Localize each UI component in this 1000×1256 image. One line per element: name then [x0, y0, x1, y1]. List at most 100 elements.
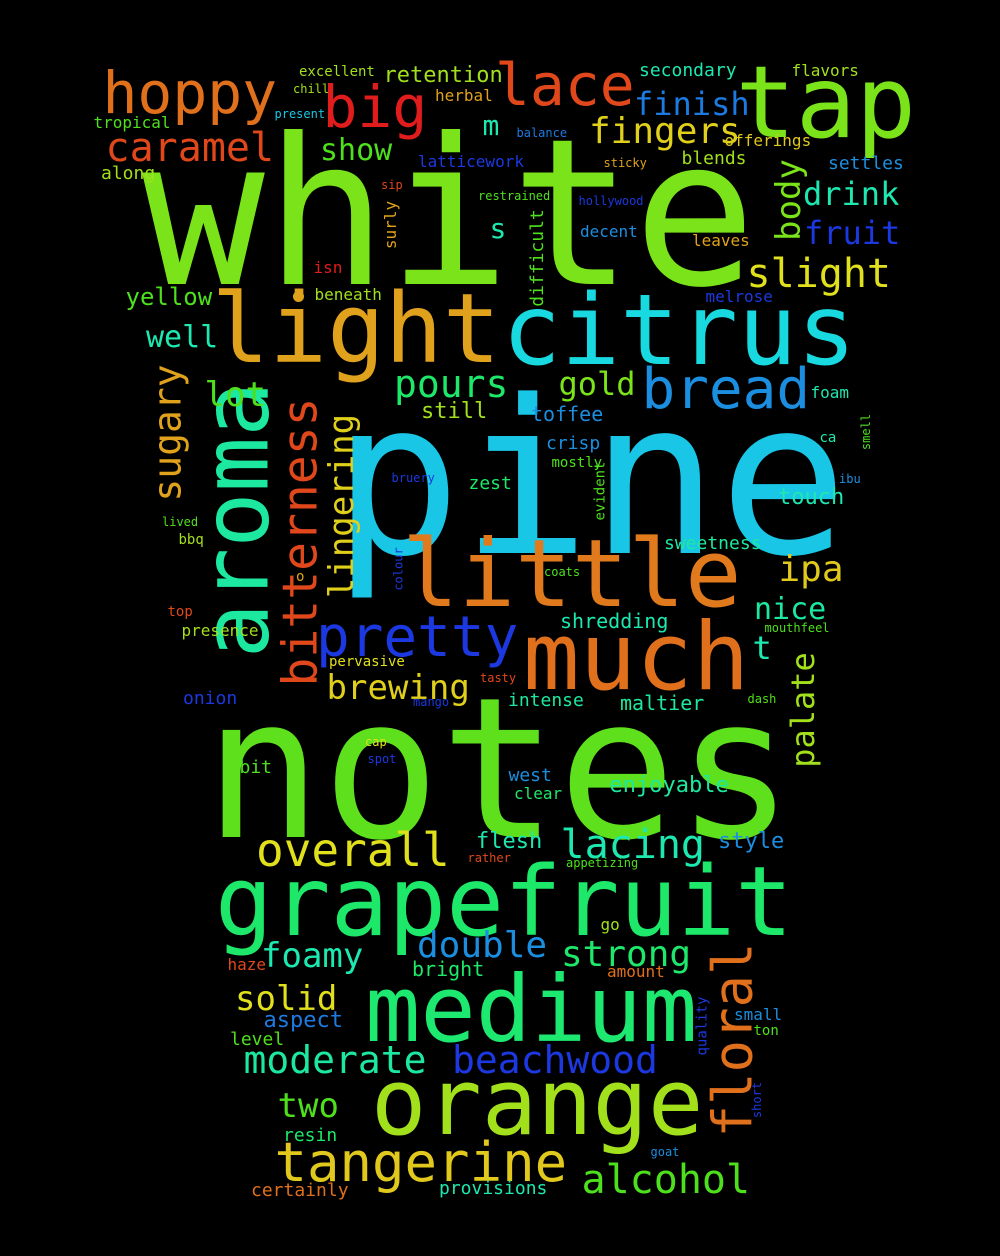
- word-colour: colour: [391, 547, 406, 591]
- word-ca: ca: [819, 430, 837, 446]
- word-clear: clear: [514, 784, 563, 803]
- word-medium: medium: [365, 956, 698, 1063]
- word-offerings: offerings: [724, 131, 812, 150]
- word-go: go: [600, 915, 620, 934]
- word-flesh: flesh: [476, 829, 543, 854]
- word-lived: lived: [162, 515, 199, 529]
- word-tap: tap: [735, 44, 917, 161]
- word-well: well: [146, 320, 219, 355]
- word-aspect: aspect: [263, 1008, 343, 1033]
- word-ton: ton: [753, 1023, 779, 1039]
- word-sip: sip: [381, 178, 403, 192]
- word-enjoyable: enjoyable: [609, 773, 729, 798]
- word-tangerine: tangerine: [274, 1131, 568, 1194]
- word-surly: surly: [381, 200, 401, 250]
- word-small: small: [734, 1005, 783, 1024]
- word-brewing: brewing: [326, 668, 470, 708]
- word-latticework: latticework: [418, 152, 524, 171]
- word-bruery: bruery: [391, 471, 435, 485]
- word-sticky: sticky: [603, 156, 647, 170]
- word-yellow: yellow: [125, 283, 213, 311]
- word-aroma: aroma: [181, 381, 289, 659]
- word-mouthfeel: mouthfeel: [764, 621, 830, 635]
- word-balance: balance: [516, 126, 568, 140]
- word-west: west: [508, 765, 552, 786]
- word-mostly: mostly: [551, 455, 603, 471]
- word-white: white: [142, 96, 757, 333]
- word-big: big: [322, 73, 428, 141]
- word-much: much: [523, 603, 750, 712]
- word-m: m: [482, 109, 500, 142]
- word-tasty: tasty: [480, 671, 517, 685]
- word-pours: pours: [394, 362, 509, 406]
- word-herbal: herbal: [435, 86, 493, 105]
- word-dash: dash: [747, 692, 777, 706]
- word-decent: decent: [580, 222, 638, 241]
- word-hoppy: hoppy: [102, 59, 278, 127]
- word-shredding: shredding: [560, 609, 669, 633]
- word-foamy: foamy: [261, 936, 364, 976]
- word-t: t: [752, 629, 772, 667]
- word-rather: rather: [467, 851, 511, 865]
- word-gold: gold: [558, 365, 636, 403]
- word-coats: coats: [544, 565, 581, 579]
- word-chill: chill: [293, 82, 330, 96]
- word-strong: strong: [561, 934, 692, 975]
- word-fruit: fruit: [804, 214, 901, 252]
- word-resin: resin: [283, 1125, 338, 1146]
- word-still: still: [421, 399, 488, 424]
- word-grapefruit: grapefruit: [215, 846, 793, 958]
- word-two: two: [277, 1086, 339, 1126]
- word-short: short: [750, 1081, 765, 1119]
- word-onion: onion: [183, 688, 238, 709]
- word-toffee: toffee: [531, 402, 604, 426]
- word-slight: slight: [746, 251, 892, 297]
- word-smell: smell: [859, 413, 874, 451]
- word-spot: spot: [367, 752, 397, 766]
- word-certainly: certainly: [251, 1180, 349, 1201]
- word-amount: amount: [607, 962, 665, 981]
- word-crisp: crisp: [546, 433, 601, 454]
- word-body: body: [768, 159, 809, 241]
- word-solid: solid: [235, 979, 338, 1019]
- word-lace: lace: [495, 51, 635, 119]
- word-cap: cap: [365, 735, 387, 749]
- word-evident: evident: [592, 461, 609, 521]
- word-settles: settles: [828, 153, 904, 174]
- word-melrose: melrose: [705, 287, 773, 306]
- word-pretty: pretty: [316, 605, 519, 670]
- word-isn: isn: [313, 258, 343, 277]
- word-s: s: [489, 212, 507, 245]
- word-excellent: excellent: [299, 64, 375, 80]
- word-present: present: [274, 107, 326, 121]
- word-foam: foam: [810, 383, 850, 402]
- word-alcohol: alcohol: [581, 1157, 751, 1203]
- dot-mark: [293, 291, 304, 302]
- word-citrus: citrus: [502, 274, 857, 388]
- word-bit: bit: [239, 757, 273, 778]
- word-difficult: difficult: [526, 209, 548, 307]
- word-bright: bright: [412, 957, 485, 981]
- word-nice: nice: [754, 592, 827, 627]
- word-lacing: lacing: [560, 822, 706, 868]
- word-presence: presence: [181, 621, 259, 640]
- word-retention: retention: [383, 63, 503, 88]
- word-finish: finish: [634, 85, 750, 123]
- word-touch: touch: [778, 485, 845, 510]
- word-drink: drink: [803, 175, 900, 213]
- word-pine: pine: [332, 355, 848, 604]
- word-secondary: secondary: [639, 60, 737, 81]
- word-quality: quality: [694, 996, 711, 1056]
- word-notes: notes: [204, 656, 795, 884]
- word-fingers: fingers: [589, 111, 741, 152]
- word-overall: overall: [256, 823, 450, 877]
- word-moderate: moderate: [243, 1038, 427, 1082]
- word-lot: lot: [204, 375, 266, 415]
- word-light: light: [211, 273, 501, 385]
- word-little: little: [402, 520, 742, 629]
- word-provisions: provisions: [439, 1178, 548, 1199]
- word-bbq: bbq: [178, 532, 204, 548]
- word-ibu: ibu: [839, 472, 861, 486]
- word-beneath: beneath: [314, 285, 382, 304]
